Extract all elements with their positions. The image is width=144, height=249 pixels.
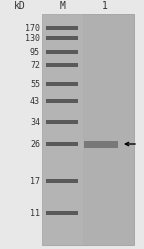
Bar	[42, 14, 83, 245]
Text: M: M	[60, 1, 66, 11]
Bar	[46, 50, 78, 54]
Text: 1: 1	[102, 1, 108, 11]
Bar	[46, 99, 78, 103]
Text: 17: 17	[30, 177, 40, 186]
Bar	[46, 211, 78, 215]
Text: 55: 55	[30, 79, 40, 88]
Bar	[46, 179, 78, 183]
Bar	[46, 63, 78, 67]
Text: 34: 34	[30, 118, 40, 126]
Bar	[46, 120, 78, 124]
Bar	[46, 142, 78, 146]
Bar	[84, 140, 118, 147]
Text: 43: 43	[30, 97, 40, 106]
Bar	[42, 14, 134, 245]
Text: 95: 95	[30, 48, 40, 57]
Text: kD: kD	[14, 1, 26, 11]
Text: 130: 130	[25, 34, 40, 43]
Text: 26: 26	[30, 139, 40, 148]
Bar	[46, 26, 78, 30]
Bar	[46, 36, 78, 40]
Text: 11: 11	[30, 208, 40, 217]
Text: 170: 170	[25, 23, 40, 33]
Bar	[46, 82, 78, 86]
Text: 72: 72	[30, 61, 40, 69]
